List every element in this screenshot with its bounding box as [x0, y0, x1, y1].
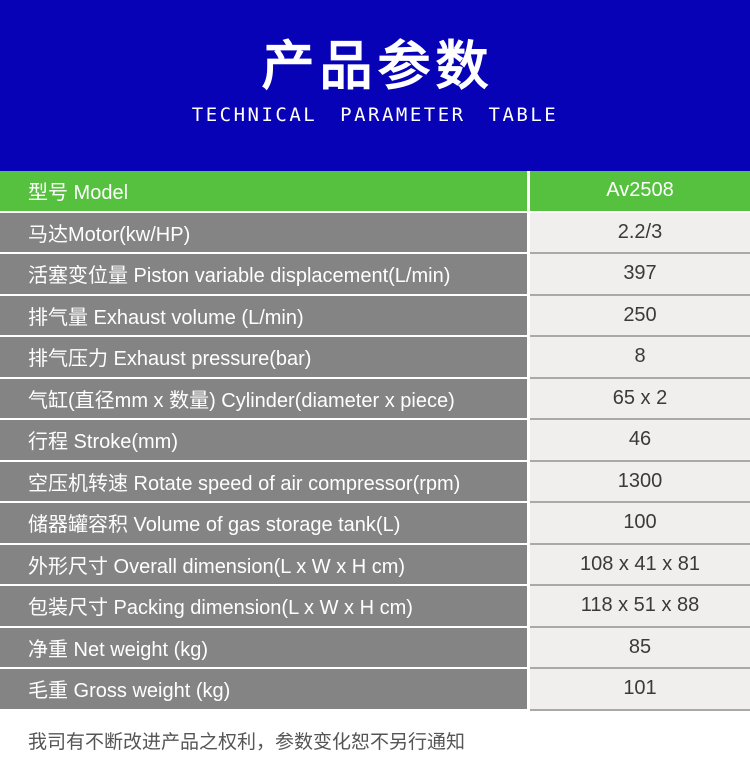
table-row-motor: 马达Motor(kw/HP) 2.2/3	[0, 212, 750, 254]
param-label: 行程 Stroke(mm)	[0, 420, 530, 462]
table-row-model: 型号 Model Av2508	[0, 171, 750, 213]
param-label: 气缸(直径mm x 数量) Cylinder(diameter x piece)	[0, 378, 530, 420]
param-value: Av2508	[530, 171, 750, 213]
param-value: 118 x 51 x 88	[530, 586, 750, 628]
param-value: 101	[530, 669, 750, 711]
param-label: 毛重 Gross weight (kg)	[0, 669, 530, 711]
param-value: 108 x 41 x 81	[530, 544, 750, 586]
table-row-tank-volume: 储器罐容积 Volume of gas storage tank(L) 100	[0, 503, 750, 545]
param-label: 型号 Model	[0, 171, 530, 213]
param-label: 活塞变位量 Piston variable displacement(L/min…	[0, 254, 530, 296]
table-row-exhaust-volume: 排气量 Exhaust volume (L/min) 250	[0, 295, 750, 337]
param-value: 2.2/3	[530, 212, 750, 254]
param-value: 85	[530, 627, 750, 669]
param-value: 8	[530, 337, 750, 379]
param-label: 包装尺寸 Packing dimension(L x W x H cm)	[0, 586, 530, 628]
table-row-stroke: 行程 Stroke(mm) 46	[0, 420, 750, 462]
page-subtitle: TECHNICAL PARAMETER TABLE	[191, 104, 559, 126]
param-label: 排气压力 Exhaust pressure(bar)	[0, 337, 530, 379]
param-label: 空压机转速 Rotate speed of air compressor(rpm…	[0, 461, 530, 503]
header-banner: 产品参数 TECHNICAL PARAMETER TABLE	[0, 0, 750, 171]
param-value: 397	[530, 254, 750, 296]
table-row-overall-dimension: 外形尺寸 Overall dimension(L x W x H cm) 108…	[0, 544, 750, 586]
param-value: 1300	[530, 461, 750, 503]
param-label: 马达Motor(kw/HP)	[0, 212, 530, 254]
table-row-gross-weight: 毛重 Gross weight (kg) 101	[0, 669, 750, 711]
table-row-piston-displacement: 活塞变位量 Piston variable displacement(L/min…	[0, 254, 750, 296]
param-value: 46	[530, 420, 750, 462]
param-value: 250	[530, 295, 750, 337]
page-title: 产品参数	[261, 37, 494, 96]
param-label: 外形尺寸 Overall dimension(L x W x H cm)	[0, 544, 530, 586]
table-row-packing-dimension: 包装尺寸 Packing dimension(L x W x H cm) 118…	[0, 586, 750, 628]
table-row-rotate-speed: 空压机转速 Rotate speed of air compressor(rpm…	[0, 461, 750, 503]
param-value: 100	[530, 503, 750, 545]
parameter-table: 型号 Model Av2508 马达Motor(kw/HP) 2.2/3 活塞变…	[0, 171, 750, 711]
param-label: 储器罐容积 Volume of gas storage tank(L)	[0, 503, 530, 545]
param-label: 净重 Net weight (kg)	[0, 627, 530, 669]
table-row-net-weight: 净重 Net weight (kg) 85	[0, 627, 750, 669]
table-row-exhaust-pressure: 排气压力 Exhaust pressure(bar) 8	[0, 337, 750, 379]
table-row-cylinder: 气缸(直径mm x 数量) Cylinder(diameter x piece)…	[0, 378, 750, 420]
disclaimer-note: 我司有不断改进产品之权利，参数变化恕不另行通知	[28, 731, 466, 753]
param-label: 排气量 Exhaust volume (L/min)	[0, 295, 530, 337]
param-value: 65 x 2	[530, 378, 750, 420]
